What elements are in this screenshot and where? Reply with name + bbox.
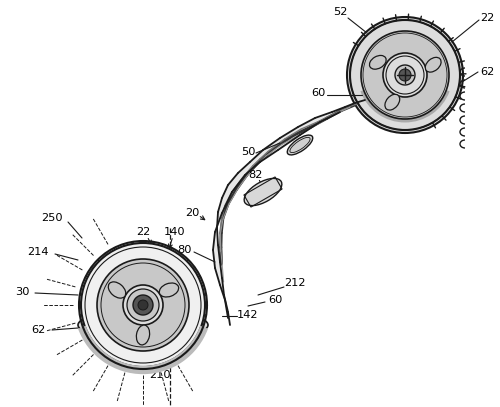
Text: 250: 250 <box>41 213 63 223</box>
Polygon shape <box>213 100 365 325</box>
Text: 60: 60 <box>268 295 282 305</box>
Text: 140: 140 <box>164 227 186 237</box>
Circle shape <box>361 31 449 119</box>
Circle shape <box>395 65 415 85</box>
Ellipse shape <box>244 178 282 206</box>
Text: 62: 62 <box>480 67 494 77</box>
Ellipse shape <box>160 283 178 297</box>
Circle shape <box>138 300 148 310</box>
Text: 40: 40 <box>186 338 200 348</box>
Circle shape <box>97 259 189 351</box>
Text: 22: 22 <box>136 227 150 237</box>
Text: 80: 80 <box>178 245 192 255</box>
Text: 50: 50 <box>241 147 256 157</box>
Ellipse shape <box>426 57 441 72</box>
Text: 52: 52 <box>105 355 119 365</box>
Circle shape <box>123 285 163 325</box>
Text: 214: 214 <box>27 247 49 257</box>
Circle shape <box>133 295 153 315</box>
Text: 210: 210 <box>149 370 171 380</box>
Text: 60: 60 <box>311 88 325 98</box>
Circle shape <box>347 17 463 133</box>
Circle shape <box>81 243 205 367</box>
Ellipse shape <box>108 282 126 298</box>
Ellipse shape <box>370 55 386 69</box>
Text: 62: 62 <box>31 325 45 335</box>
Text: 30: 30 <box>15 287 29 297</box>
Text: 52: 52 <box>333 7 347 17</box>
Circle shape <box>399 69 411 81</box>
Ellipse shape <box>78 310 208 340</box>
Text: 212: 212 <box>284 278 306 288</box>
Text: 22: 22 <box>480 13 494 23</box>
Text: 82: 82 <box>248 170 262 180</box>
Ellipse shape <box>136 325 149 345</box>
Ellipse shape <box>385 94 400 110</box>
Circle shape <box>383 53 427 97</box>
Text: 20: 20 <box>185 208 199 218</box>
Circle shape <box>127 289 159 321</box>
Ellipse shape <box>287 135 313 155</box>
Text: 142: 142 <box>236 310 258 320</box>
